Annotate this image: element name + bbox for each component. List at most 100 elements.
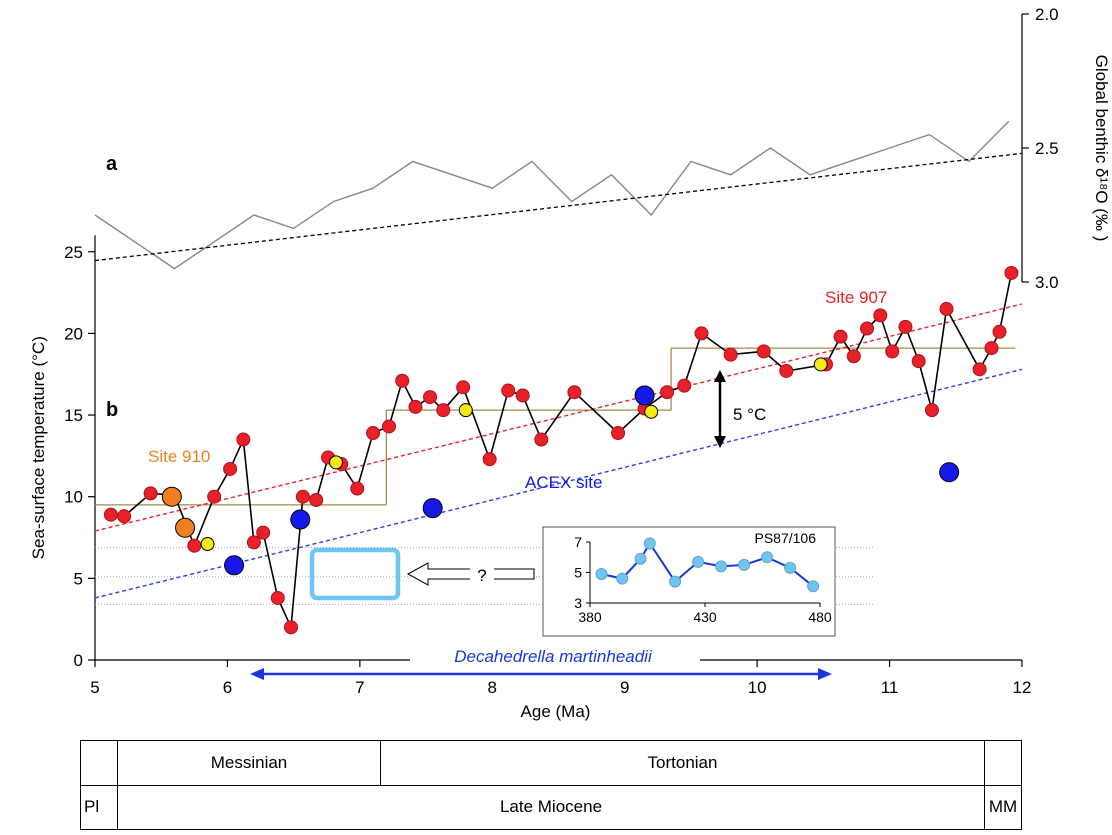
inset-point bbox=[715, 560, 728, 573]
site-907-point bbox=[395, 373, 410, 388]
inset-point bbox=[643, 537, 656, 550]
delta-label: 5 °C bbox=[733, 405, 766, 424]
epoch-row: Pl Late Miocene MM bbox=[80, 784, 1022, 830]
inset-point bbox=[595, 568, 608, 581]
inset-point bbox=[616, 572, 629, 585]
right-tick-label: 2.0 bbox=[1035, 5, 1059, 24]
y-tick-label: 10 bbox=[64, 488, 83, 507]
x-tick-label: 5 bbox=[90, 678, 99, 697]
panel-b-sst bbox=[94, 265, 1023, 635]
site-907-point bbox=[309, 492, 324, 507]
trendline bbox=[94, 303, 1023, 532]
site-907-point bbox=[295, 489, 310, 504]
site-907-point bbox=[660, 385, 675, 400]
site-910-label: Site 910 bbox=[148, 447, 210, 466]
stage-cell-tortonian: Tortonian bbox=[380, 740, 985, 786]
site-907-point bbox=[939, 301, 954, 316]
acex-point bbox=[634, 385, 655, 406]
stage-row: Messinian Tortonian bbox=[80, 740, 1022, 786]
site-907-point bbox=[350, 481, 365, 496]
inset-y-tick-label: 5 bbox=[574, 565, 582, 581]
site-907-point bbox=[207, 489, 222, 504]
species-label: Decahedrella martinheadii bbox=[454, 647, 653, 666]
trendline bbox=[94, 368, 1023, 599]
stage-cell-messinian: Messinian bbox=[117, 740, 381, 786]
panel-label-b: b bbox=[106, 399, 118, 421]
site-907-point bbox=[408, 399, 423, 414]
x-tick-label: 11 bbox=[881, 678, 899, 697]
epoch-cell-pl: Pl bbox=[80, 784, 118, 830]
site-907-label: Site 907 bbox=[825, 288, 887, 307]
acex-point bbox=[422, 498, 443, 519]
site-907-point bbox=[534, 432, 549, 447]
stage-cell-mm bbox=[984, 740, 1022, 786]
y-tick-label: 0 bbox=[74, 651, 83, 670]
inset-title: PS87/106 bbox=[755, 530, 817, 546]
right-tick-label: 2.5 bbox=[1035, 139, 1059, 158]
site-907-point bbox=[984, 341, 999, 356]
x-tick-label: 6 bbox=[223, 678, 232, 697]
species-arrow-left bbox=[250, 668, 264, 680]
inset-ps87: 3 5 7 380 430 480 PS87/106 bbox=[542, 526, 836, 637]
site-907-point bbox=[898, 319, 913, 334]
delta-arrow-head-up bbox=[714, 370, 726, 382]
acex-point bbox=[939, 462, 960, 483]
site-907-point bbox=[677, 378, 692, 393]
site-907-point bbox=[694, 326, 709, 341]
species-label-bg bbox=[410, 647, 700, 667]
site-907-point bbox=[246, 535, 261, 550]
acex-site-label: ACEX site bbox=[525, 473, 602, 492]
site-910-point bbox=[161, 486, 182, 507]
inset-point bbox=[784, 561, 797, 574]
site-907-point bbox=[187, 538, 202, 553]
site-907-point bbox=[381, 419, 396, 434]
site-907-point bbox=[501, 383, 516, 398]
site-907-point bbox=[423, 390, 438, 405]
site-910-point bbox=[175, 517, 196, 538]
question-mark-bg bbox=[470, 566, 494, 583]
site-907-point bbox=[270, 590, 285, 605]
inset-y-tick-label: 7 bbox=[574, 534, 582, 550]
inset-point bbox=[738, 558, 751, 571]
site-907-point bbox=[846, 349, 861, 364]
site-907-point bbox=[723, 347, 738, 362]
inset-x-tick-label: 380 bbox=[578, 609, 602, 625]
x-axis-title: Age (Ma) bbox=[521, 702, 591, 721]
site-907-point bbox=[456, 380, 471, 395]
site-907-point bbox=[972, 362, 987, 377]
right-tick-label: 3.0 bbox=[1035, 273, 1059, 292]
site-907-point bbox=[833, 329, 848, 344]
inset-y-tick-label: 3 bbox=[574, 595, 582, 611]
inset-x-tick-label: 480 bbox=[808, 609, 832, 625]
ps87-range-box bbox=[309, 547, 401, 601]
x-tick-label: 7 bbox=[355, 678, 364, 697]
inset-point bbox=[761, 551, 774, 564]
site-907-point bbox=[611, 426, 626, 441]
site-907-point bbox=[256, 525, 271, 540]
site-907-point bbox=[779, 363, 794, 378]
site-907-point bbox=[567, 385, 582, 400]
inset-point bbox=[669, 575, 682, 588]
panel-label-a: a bbox=[106, 153, 118, 175]
inset-point bbox=[807, 580, 820, 593]
site-907-point bbox=[873, 308, 888, 323]
benthic-trendline bbox=[94, 152, 1023, 262]
benthic-d18o-curve bbox=[94, 120, 1010, 270]
site-907-point bbox=[143, 486, 158, 501]
epoch-cell-late-miocene: Late Miocene bbox=[117, 784, 985, 830]
site-907-point bbox=[223, 461, 238, 476]
inset-point bbox=[692, 555, 705, 568]
acex-point bbox=[224, 555, 245, 576]
inset-x-tick-label: 430 bbox=[693, 609, 717, 625]
yellow-point bbox=[329, 455, 344, 470]
inset-frame bbox=[542, 526, 836, 637]
delta-arrow-head-down bbox=[714, 436, 726, 448]
yellow-point bbox=[458, 403, 473, 418]
species-arrow-right bbox=[818, 668, 832, 680]
x-tick-label: 9 bbox=[620, 678, 629, 697]
site-907-point bbox=[885, 344, 900, 359]
site-907-point bbox=[436, 403, 451, 418]
question-mark: ? bbox=[477, 566, 486, 585]
site-907-point bbox=[924, 403, 939, 418]
